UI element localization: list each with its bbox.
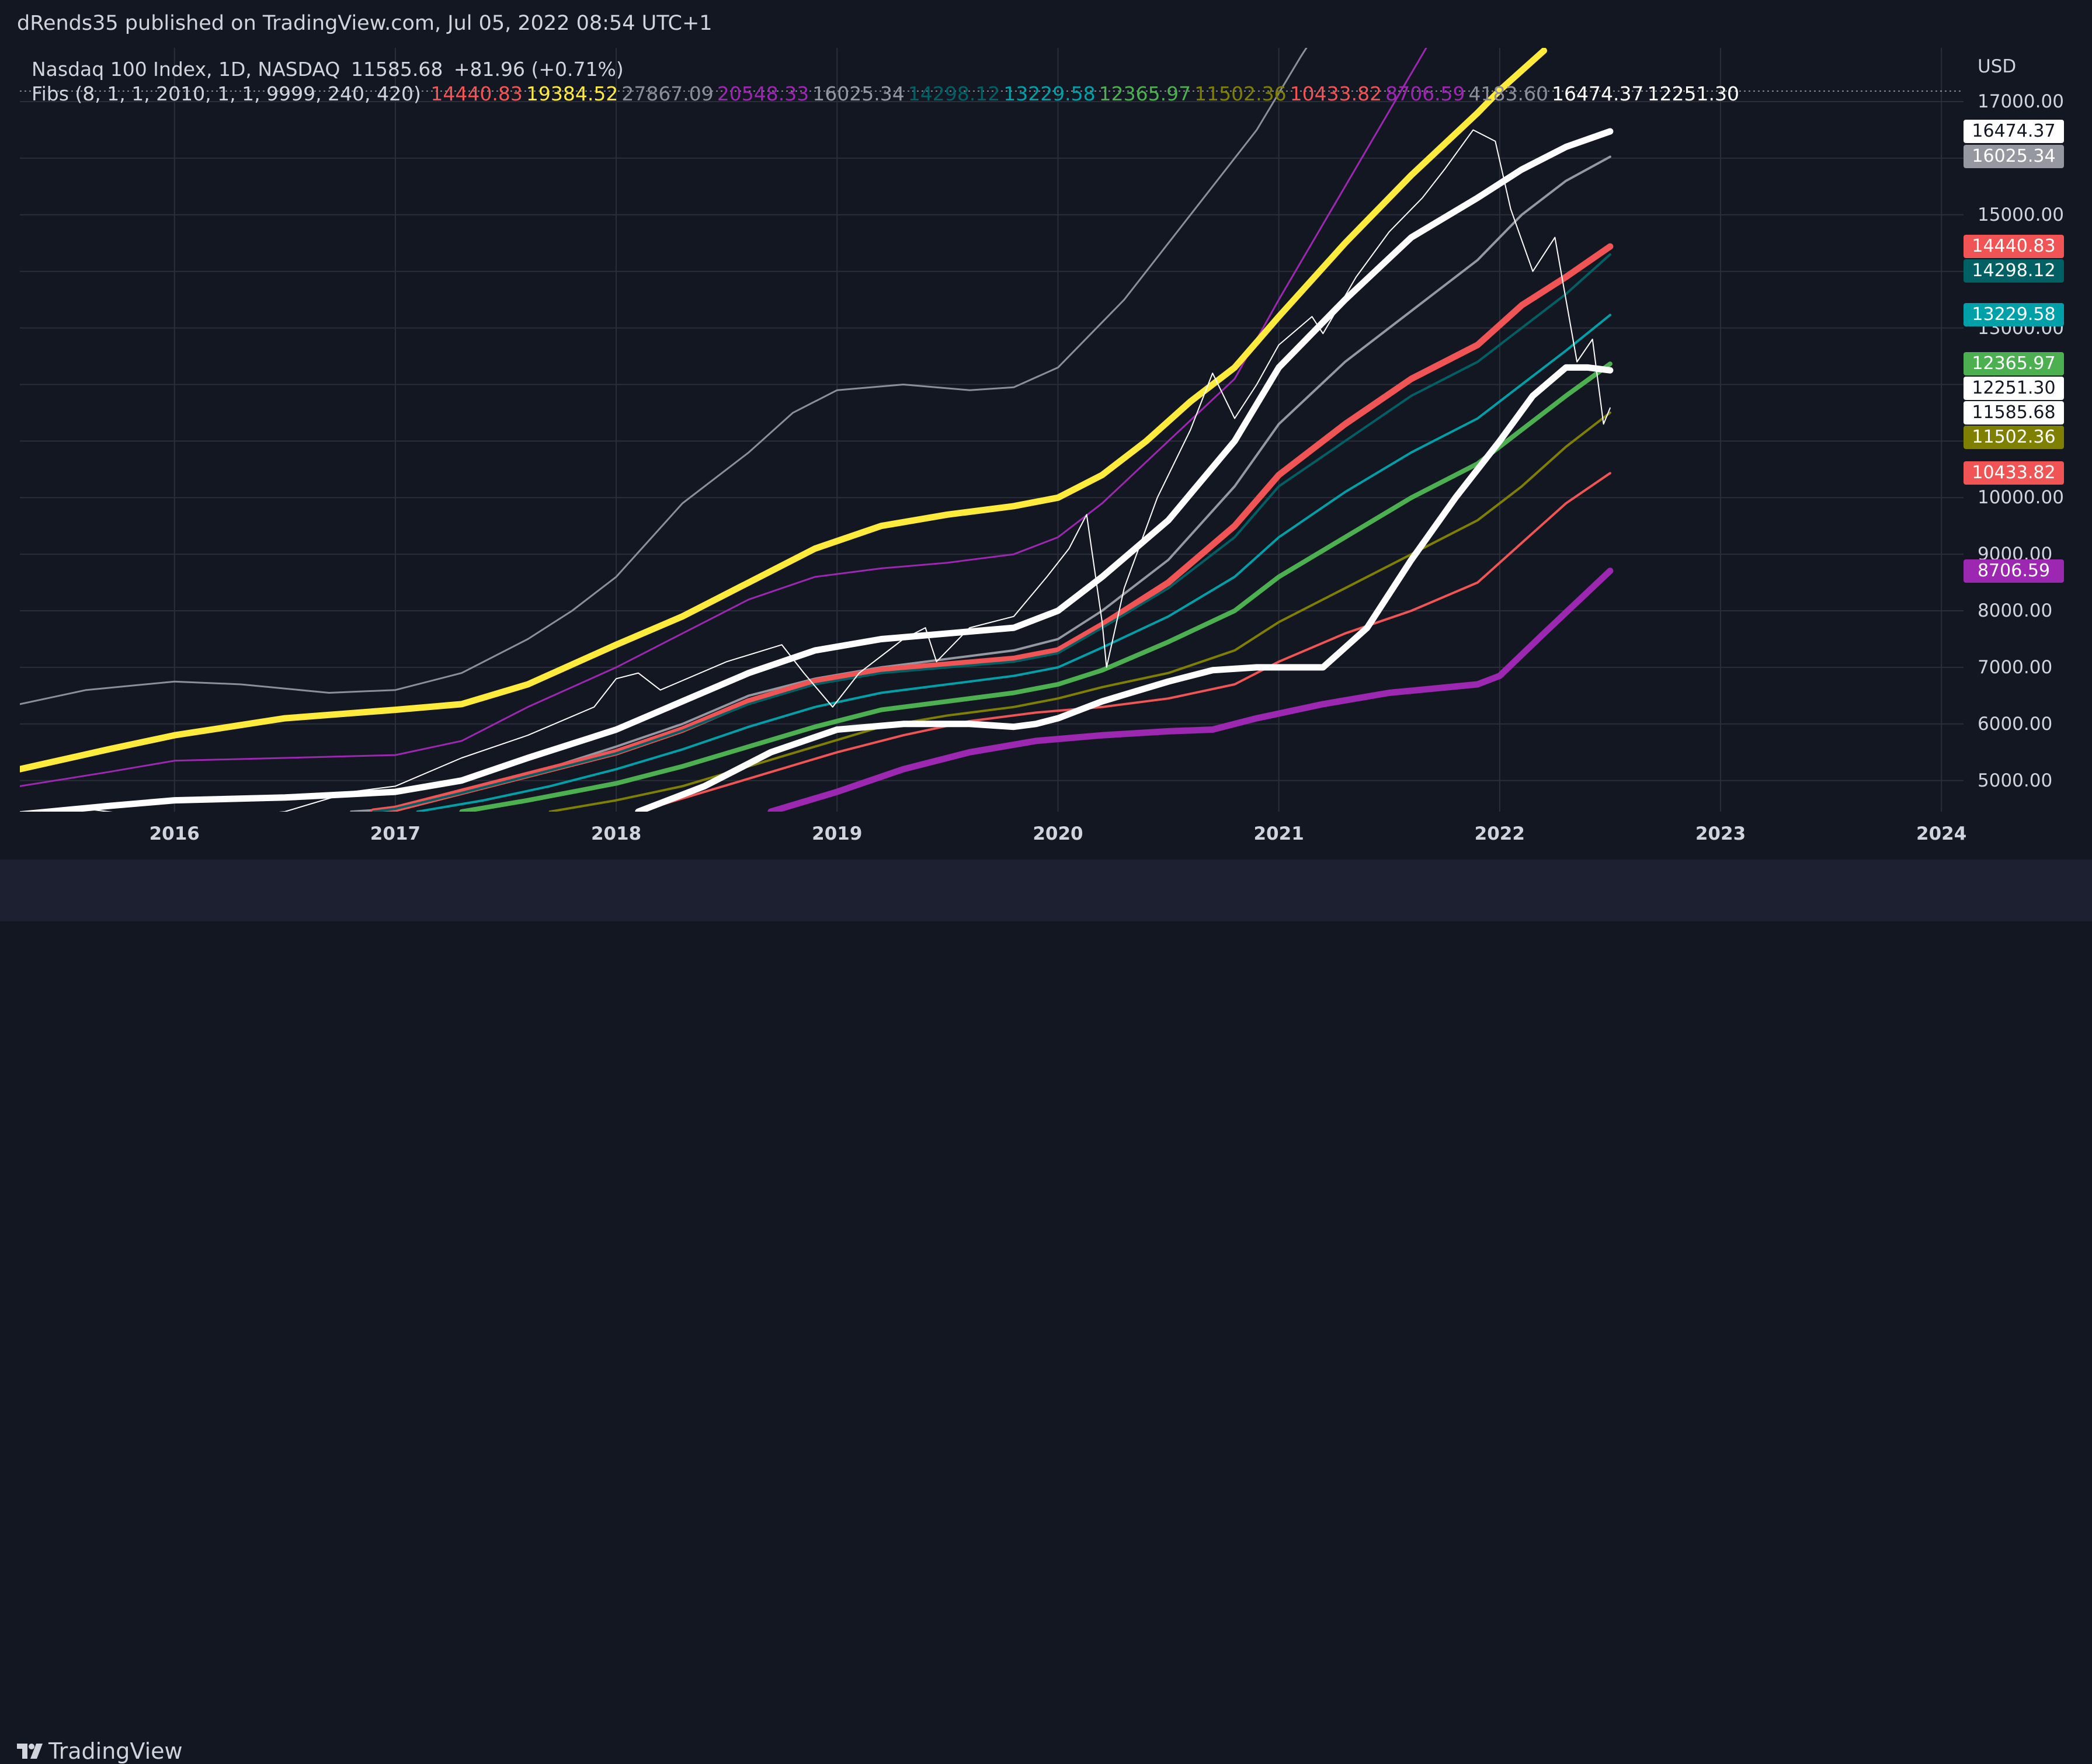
indicator-value-3: 20548.33	[717, 82, 809, 105]
price-tick-label: 15000.00	[1978, 204, 2064, 225]
indicator-value-5: 14298.12	[908, 82, 1000, 105]
price-tag: 11585.68	[1964, 401, 2064, 425]
price-axis[interactable]: USD 17000.0016000.0015000.0014000.001300…	[1964, 48, 2092, 860]
indicator-name[interactable]: Fibs (8, 1, 1, 2010, 1, 1, 9999, 240, 42…	[32, 82, 421, 105]
time-tick-label: 2023	[1695, 823, 1746, 844]
series-line-0[interactable]	[20, 129, 1611, 812]
indicator-value-4: 16025.34	[812, 82, 905, 105]
price-tick-label: 8000.00	[1978, 600, 2053, 622]
symbol-name[interactable]: Nasdaq 100 Index, 1D, NASDAQ	[32, 58, 340, 81]
indicator-value-1: 19384.52	[526, 82, 618, 105]
price-tick-label: 10000.00	[1978, 487, 2064, 509]
time-tick-label: 2024	[1916, 823, 1967, 844]
tradingview-logo-icon	[17, 1744, 43, 1759]
indicator-value-6: 13229.58	[1003, 82, 1096, 105]
indicator-value-7: 12365.97	[1099, 82, 1191, 105]
chart-series	[20, 48, 1614, 812]
price-tag: 16474.37	[1964, 119, 2064, 143]
series-line-12[interactable]	[767, 568, 1614, 812]
price-tag: 12251.30	[1964, 377, 2064, 401]
indicator-value-12: 16474.37	[1552, 82, 1644, 105]
series-line-10[interactable]	[548, 411, 1611, 812]
series-line-4[interactable]	[20, 128, 1614, 812]
price-tag: 8706.59	[1964, 559, 2064, 583]
price-tick-label: 7000.00	[1978, 656, 2053, 678]
indicator-value-13: 12251.30	[1647, 82, 1739, 105]
series-line-5[interactable]	[350, 155, 1611, 812]
footer: TradingView	[0, 860, 2092, 1764]
price-tag: 16025.34	[1964, 145, 2064, 169]
chart-grid	[20, 48, 1964, 812]
series-line-9[interactable]	[459, 361, 1613, 812]
price-tag: 10433.82	[1964, 461, 2064, 485]
price-axis-currency: USD	[1978, 56, 2017, 77]
price-tag: 12365.97	[1964, 352, 2064, 376]
time-tick-label: 2022	[1474, 823, 1525, 844]
series-line-13[interactable]	[635, 364, 1614, 812]
chart-legend: Nasdaq 100 Index, 1D, NASDAQ 11585.68 +8…	[32, 57, 1739, 106]
indicator-value-10: 8706.59	[1385, 82, 1465, 105]
symbol-price: 11585.68	[350, 58, 443, 81]
indicator-value-11: 4183.60	[1468, 82, 1549, 105]
indicator-value-2: 27867.09	[621, 82, 714, 105]
tradingview-logo[interactable]: TradingView	[17, 1738, 183, 1764]
top-bar: dRends35 published on TradingView.com, J…	[0, 0, 2092, 50]
series-line-3[interactable]	[20, 48, 1547, 773]
time-tick-label: 2018	[590, 823, 642, 844]
series-line-7[interactable]	[372, 253, 1611, 812]
chart-plot-area[interactable]	[20, 48, 1964, 812]
price-tag: 14440.83	[1964, 234, 2064, 258]
price-tick-label: 5000.00	[1978, 770, 2053, 791]
tradingview-brand: TradingView	[48, 1738, 183, 1764]
publisher-line: dRends35 published on TradingView.com, J…	[17, 12, 713, 35]
indicator-legend-row[interactable]: Fibs (8, 1, 1, 2010, 1, 1, 9999, 240, 42…	[32, 82, 1739, 106]
time-tick-label: 2019	[812, 823, 863, 844]
indicator-value-0: 14440.83	[430, 82, 523, 105]
series-line-11[interactable]	[637, 472, 1611, 812]
time-tick-label: 2020	[1033, 823, 1083, 844]
time-tick-label: 2021	[1253, 823, 1304, 844]
time-tick-label: 2017	[370, 823, 421, 844]
indicator-value-8: 11502.36	[1194, 82, 1287, 105]
price-tag: 13229.58	[1964, 303, 2064, 327]
indicator-value-9: 10433.82	[1290, 82, 1382, 105]
price-tick-label: 6000.00	[1978, 713, 2053, 735]
time-tick-label: 2016	[149, 823, 200, 844]
price-tick-label: 17000.00	[1978, 91, 2064, 113]
price-tag: 14298.12	[1964, 259, 2064, 283]
series-line-2[interactable]	[20, 48, 1500, 787]
symbol-change: +81.96 (+0.71%)	[453, 58, 624, 81]
series-line-1[interactable]	[20, 48, 1345, 705]
symbol-legend-row[interactable]: Nasdaq 100 Index, 1D, NASDAQ 11585.68 +8…	[32, 57, 1739, 82]
price-tag: 11502.36	[1964, 426, 2064, 450]
series-line-8[interactable]	[416, 314, 1611, 812]
time-axis[interactable]: 2016 2017 2018 2019 2020 2021 2022 2023 2024	[20, 812, 1967, 860]
